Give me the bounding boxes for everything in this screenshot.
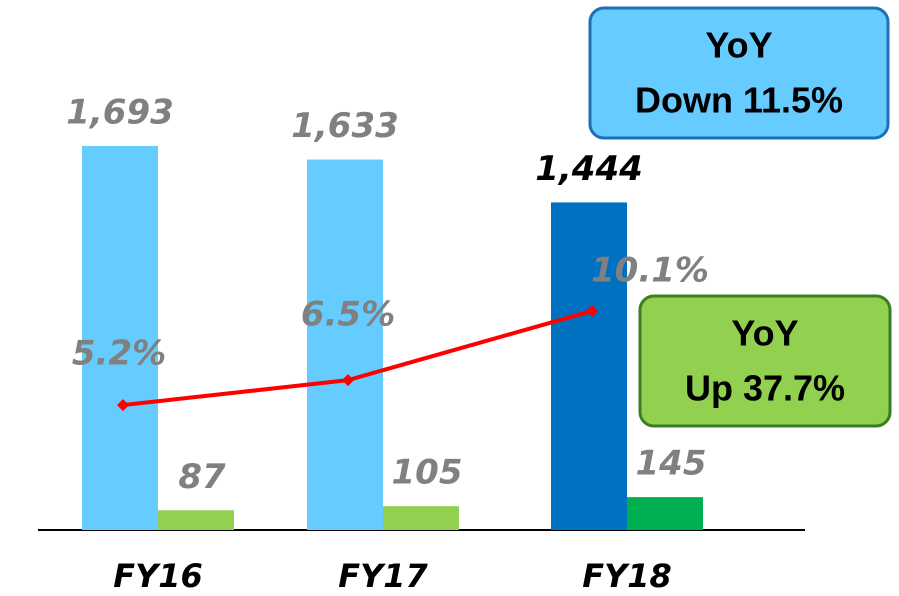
data-label: 5.2%	[72, 334, 166, 374]
bar	[627, 497, 703, 530]
bar	[383, 506, 459, 530]
callout-text: Up 37.7%	[685, 368, 845, 409]
line-marker	[342, 374, 354, 387]
data-label: 1,444	[535, 149, 643, 189]
data-label: 1,633	[291, 106, 399, 146]
data-label: 1,693	[66, 92, 174, 132]
line-marker	[117, 399, 129, 412]
bar	[551, 202, 627, 531]
data-label: 10.1%	[591, 250, 709, 290]
callout-box	[588, 6, 890, 140]
x-tick-label: FY18	[582, 557, 672, 595]
data-label: 6.5%	[301, 295, 395, 335]
callout-text: YoY	[731, 313, 798, 354]
x-tick-label: FY16	[113, 557, 203, 595]
x-tick-label: FY17	[338, 557, 428, 595]
data-label: 105	[392, 453, 463, 493]
bar	[82, 145, 158, 530]
data-label: 87	[178, 457, 226, 497]
callout-text: YoY	[705, 25, 772, 66]
callout-text: Down 11.5%	[635, 80, 843, 121]
line-marker	[586, 304, 598, 317]
bar	[307, 159, 383, 531]
data-label: 145	[636, 444, 707, 484]
callout-box	[638, 294, 892, 428]
bar	[158, 510, 234, 530]
